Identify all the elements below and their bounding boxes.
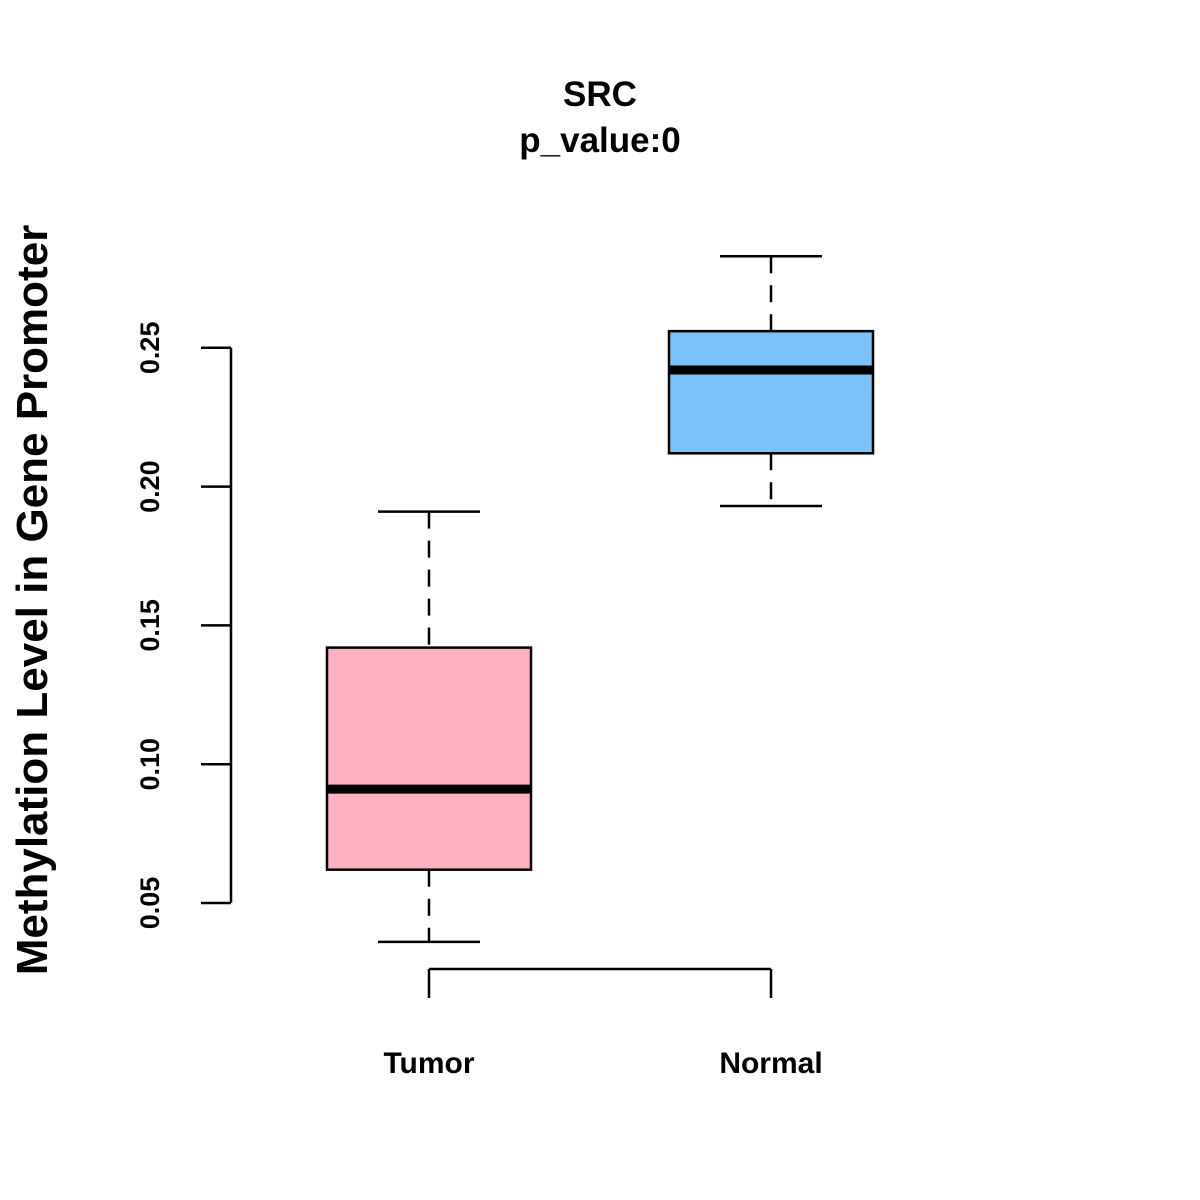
y-axis: 0.05 0.10 0.15 0.20 0.25 <box>135 322 233 930</box>
chart-subtitle: p_value:0 <box>519 121 680 160</box>
box-group-tumor <box>325 510 533 944</box>
y-tick-label: 0.25 <box>135 322 165 375</box>
y-tick-label: 0.10 <box>135 738 165 791</box>
x-tick-label-tumor: Tumor <box>383 1047 474 1080</box>
y-tick-label: 0.20 <box>135 460 165 513</box>
x-axis: Tumor Normal <box>383 967 823 1080</box>
chart-title: SRC <box>563 75 637 114</box>
y-tick-label: 0.15 <box>135 599 165 652</box>
y-axis-label: Methylation Level in Gene Promoter <box>8 225 57 976</box>
boxes <box>325 254 875 944</box>
box-tumor <box>325 646 533 871</box>
box-group-normal <box>667 254 875 508</box>
box-normal <box>667 329 875 455</box>
x-tick-label-normal: Normal <box>719 1047 822 1080</box>
y-tick-label: 0.05 <box>135 877 165 930</box>
